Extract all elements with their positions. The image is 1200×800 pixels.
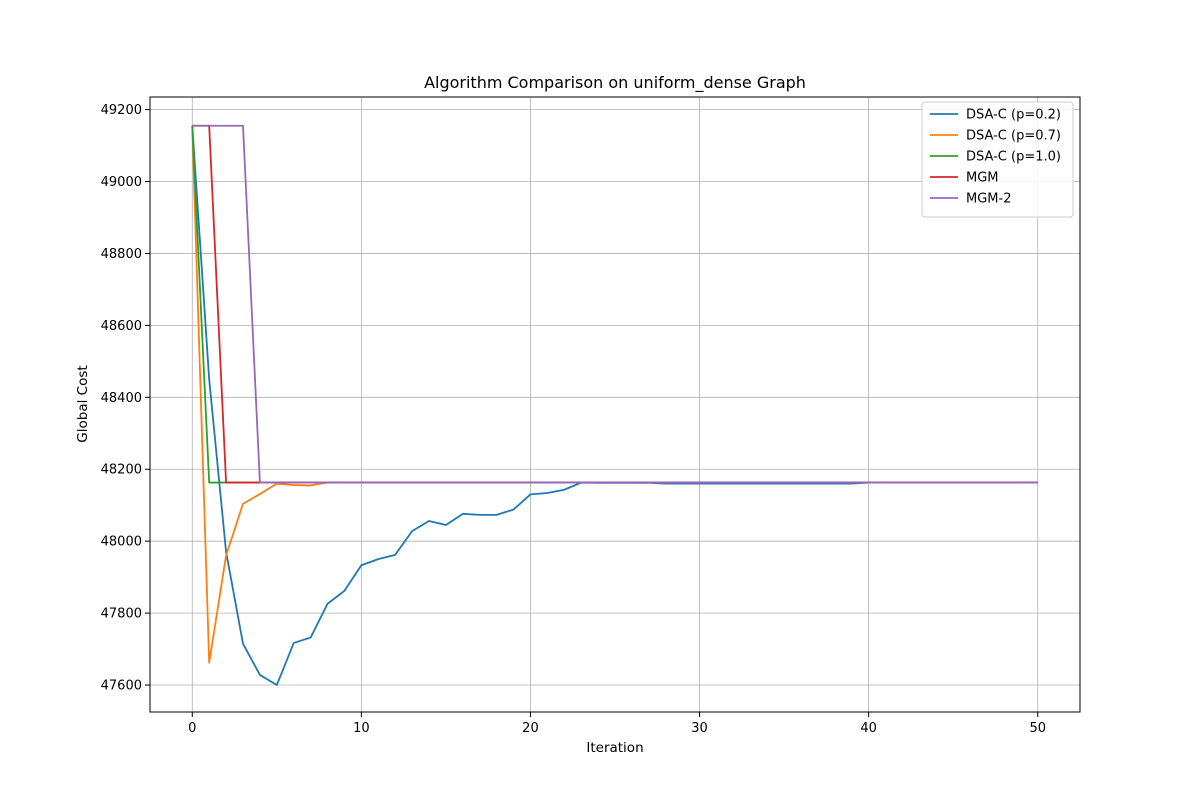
x-axis-label: Iteration — [586, 740, 643, 756]
y-tick-label: 47800 — [101, 607, 142, 622]
y-tick-label: 49000 — [101, 175, 142, 190]
x-tick-label: 50 — [1029, 721, 1046, 736]
y-tick-label: 48000 — [101, 535, 142, 550]
y-tick-label: 47600 — [101, 679, 142, 694]
y-axis-label: Global Cost — [75, 365, 91, 442]
y-tick-label: 48800 — [101, 247, 142, 262]
y-tick-label: 49200 — [101, 103, 142, 118]
x-tick-label: 20 — [522, 721, 539, 736]
grid — [150, 97, 1080, 712]
plot-frame — [149, 96, 1081, 713]
x-tick-label: 30 — [691, 721, 708, 736]
y-tick-label: 48200 — [101, 463, 142, 478]
x-tick-label: 40 — [860, 721, 877, 736]
axis-ticks: 0 10 20 30 40 50 47600 47800 48000 48200 48400 4860… — [101, 103, 1046, 736]
series-line-5 — [192, 124, 1038, 484]
legend-label: DSA-C (p=1.0) — [966, 150, 1061, 165]
legend-label: MGM — [966, 171, 999, 186]
chart-title: Algorithm Comparison on uniform_dense Gr… — [424, 73, 806, 93]
legend: DSA-C (p=0.2) DSA-C (p=0.7) DSA-C (p=1.0) M… — [921, 101, 1074, 218]
legend-label: DSA-C (p=0.7) — [966, 129, 1061, 144]
legend-label: DSA-C (p=0.2) — [966, 108, 1061, 123]
x-tick-label: 10 — [353, 721, 370, 736]
legend-label: MGM-2 — [966, 192, 1011, 207]
y-tick-label: 48600 — [101, 319, 142, 334]
legend-box — [921, 101, 1074, 218]
series-lines — [191, 124, 1038, 686]
x-tick-label: 0 — [188, 721, 196, 736]
y-tick-label: 48400 — [101, 391, 142, 406]
